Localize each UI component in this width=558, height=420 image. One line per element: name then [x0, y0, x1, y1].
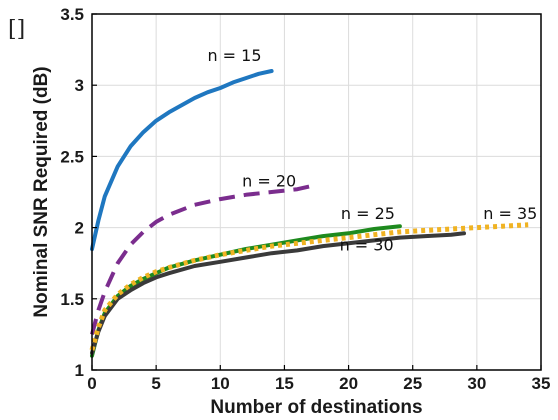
x-tick-label: 25 — [403, 374, 422, 393]
x-tick-label: 10 — [211, 374, 230, 393]
series-layer — [89, 69, 529, 358]
x-tick-label: 0 — [87, 374, 96, 393]
series-line-n-35 — [89, 222, 529, 351]
x-tick-label: 20 — [339, 374, 358, 393]
series-line-n-15 — [90, 69, 274, 251]
plot-frame — [91, 13, 542, 371]
series-annotation: n = 25 — [341, 204, 395, 223]
x-tick-label: 35 — [532, 374, 551, 393]
series-line-n-20 — [90, 184, 311, 335]
y-tick-label: 1.5 — [60, 290, 84, 309]
y-tick-label: 2 — [75, 219, 84, 238]
y-axis-label: Nominal SNR Required (dB) — [31, 66, 52, 317]
grid — [91, 13, 542, 371]
x-tick-label: 15 — [275, 374, 294, 393]
x-axis-label: Number of destinations — [210, 397, 422, 418]
series-line-n-30 — [90, 231, 466, 355]
annotations: n = 15 n = 20 n = 25 n = 30 n = 35 — [207, 46, 537, 254]
series-annotation: n = 15 — [207, 46, 261, 65]
corner-mark: [] — [8, 17, 25, 42]
x-tick-label: 5 — [151, 374, 160, 393]
y-tick-label: 2.5 — [60, 147, 84, 166]
series-annotation: n = 30 — [340, 235, 394, 254]
series-annotation: n = 35 — [483, 204, 537, 223]
series-annotation: n = 20 — [242, 171, 296, 190]
y-tick-label: 3.5 — [60, 5, 84, 24]
y-tick-label: 3 — [75, 76, 84, 95]
x-tick-label: 30 — [467, 374, 486, 393]
y-tick-label: 1 — [75, 361, 84, 380]
ticks: 0 5 10 15 20 25 30 35 1 1.5 2 2.5 3 3.5 — [60, 5, 550, 393]
